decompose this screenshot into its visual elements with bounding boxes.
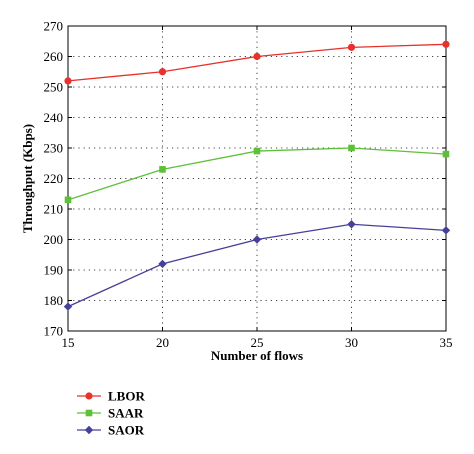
data-point-saor	[158, 259, 167, 269]
y-axis-title: Throughput (Kbps)	[20, 124, 35, 233]
y-tick-label: 180	[44, 293, 64, 308]
y-tick-label: 170	[44, 324, 64, 339]
plot-frame	[67, 25, 447, 332]
data-point-lbor	[158, 68, 167, 76]
data-point-saar	[64, 196, 72, 204]
legend-label-lbor: LBOR	[108, 389, 145, 404]
legend-label-saar: SAAR	[108, 406, 144, 421]
y-tick-label: 240	[44, 110, 64, 125]
x-tick-label: 15	[62, 335, 75, 350]
data-point-saar	[159, 166, 166, 173]
legend-item-lbor: LBOR	[77, 389, 145, 404]
y-tick-label: 250	[44, 80, 64, 95]
series-group	[63, 40, 451, 311]
y-tick-label: 220	[44, 171, 64, 186]
data-point-saar	[348, 144, 355, 152]
data-point-saor	[441, 226, 451, 235]
x-tick-label: 20	[156, 335, 169, 350]
series-lbor	[64, 40, 450, 85]
legend-item-saar: SAAR	[77, 406, 144, 421]
data-point-saar	[253, 147, 261, 155]
y-tick-label: 230	[44, 141, 64, 156]
legend-label-saor: SAOR	[108, 423, 145, 438]
legend-marker-saor	[84, 425, 94, 435]
axis-ticks: 15 20 25 30 35 170 180 190 200 210 220 230 240 250 260…	[44, 19, 453, 351]
y-tick-label: 270	[44, 19, 64, 34]
data-point-saor	[252, 235, 262, 244]
y-tick-label: 200	[44, 232, 64, 247]
data-point-lbor	[347, 43, 356, 51]
series-saar	[64, 144, 450, 204]
x-tick-label: 35	[440, 335, 453, 350]
legend-marker-lbor	[85, 392, 93, 400]
x-tick-label: 25	[251, 335, 264, 350]
legend: LBOR SAAR SAOR	[77, 389, 145, 438]
legend-item-saor: SAOR	[77, 423, 145, 438]
data-point-lbor	[64, 77, 72, 85]
data-point-lbor	[442, 40, 450, 48]
data-point-lbor	[253, 52, 261, 61]
data-point-saor	[63, 302, 73, 311]
data-point-saor	[347, 220, 356, 229]
x-axis-title: Number of flows	[211, 348, 303, 363]
y-tick-label: 260	[44, 49, 64, 64]
series-line-saar	[67, 147, 447, 201]
series-saor	[63, 220, 451, 311]
legend-marker-saar	[85, 409, 93, 417]
data-point-saar	[442, 150, 450, 158]
y-tick-label: 190	[44, 263, 64, 278]
grid-lines	[68, 26, 446, 331]
y-tick-label: 210	[44, 202, 64, 217]
x-tick-label: 30	[345, 335, 358, 350]
